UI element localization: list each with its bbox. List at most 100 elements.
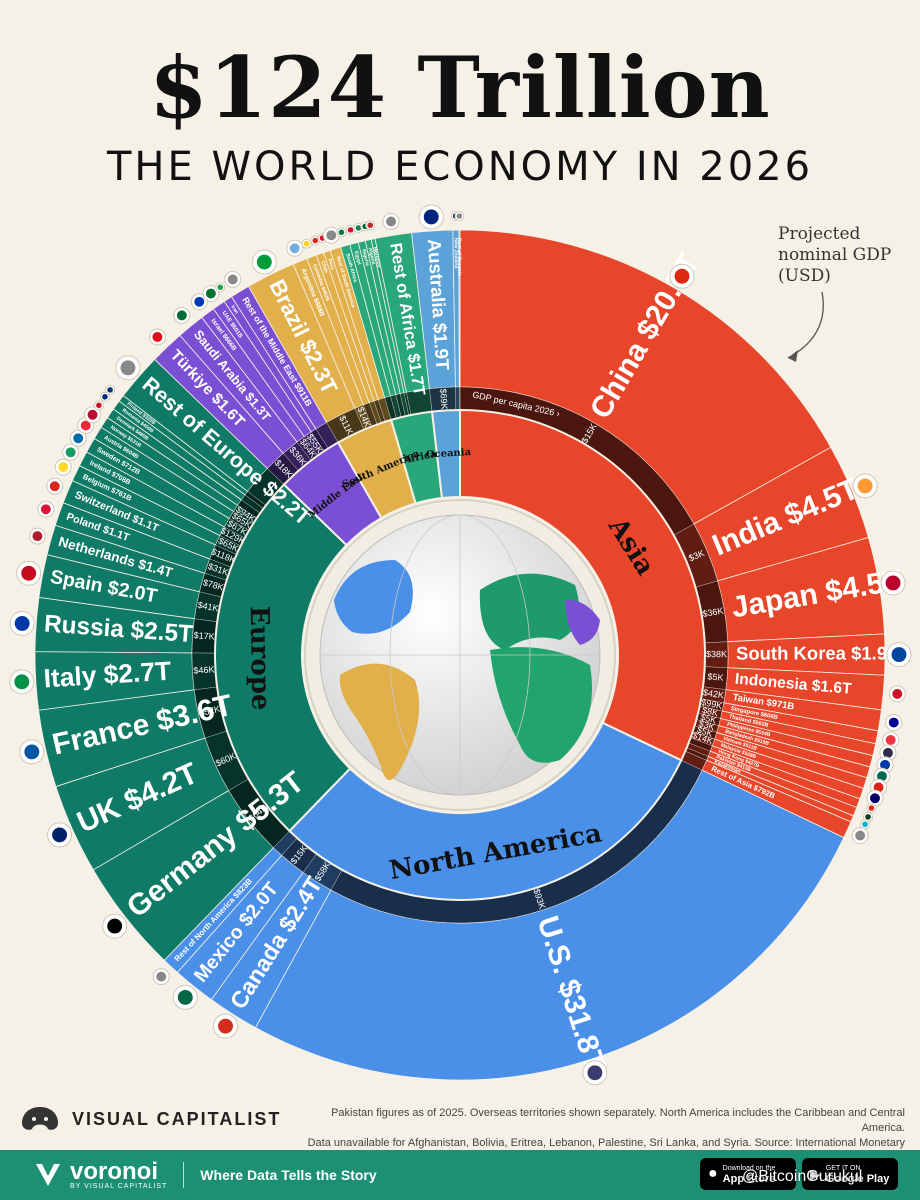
brand-logo: VISUAL CAPITALIST <box>20 1105 281 1133</box>
region-europe <box>214 483 352 833</box>
flag-belgium-icon <box>54 458 72 476</box>
page-title: $124 Trillion <box>149 38 771 137</box>
flag-uk-icon <box>47 822 73 848</box>
footer-divider <box>183 1162 185 1188</box>
flag-finland-icon <box>105 384 116 395</box>
per-capita-label-italy: $46K <box>193 664 215 675</box>
flag-norway-icon <box>84 406 102 424</box>
label-chile: Chile <box>319 260 329 274</box>
app-store-label: App Store <box>722 1173 776 1185</box>
per-capita-label-thailand: $8K <box>701 705 719 718</box>
per-capita-label-spain: $41K <box>197 600 220 614</box>
flag-france-icon <box>19 739 45 765</box>
flag-hong-kong-icon <box>866 803 877 814</box>
per-capita-new-zealand <box>455 386 460 411</box>
country-segments <box>34 229 886 1081</box>
flag-netherlands-icon <box>28 527 46 545</box>
label-iran: Iran <box>229 304 239 315</box>
flag-south-korea-icon <box>886 642 912 668</box>
flag-romania-icon <box>99 391 110 402</box>
app-store-small-label: Download on the <box>722 1165 776 1172</box>
region-oceania <box>430 408 461 500</box>
footnote-line-1: Pakistan figures as of 2025. Overseas te… <box>331 1107 905 1134</box>
per-capita-label-japan: $36K <box>702 606 724 619</box>
flag-taiwan-icon <box>885 714 903 732</box>
label-algeria: Algeria <box>367 247 377 265</box>
note-arrow <box>787 291 824 359</box>
flag-rest-of-south-america-icon <box>322 226 340 244</box>
flag-india-icon <box>852 473 878 499</box>
voronoi-byline: BY VISUAL CAPITALIST <box>70 1182 168 1190</box>
label-rest-of-oceania: Rest of Oceania <box>456 238 462 276</box>
flag-chile-icon <box>310 235 321 246</box>
per-capita-label-taiwan: $42K <box>702 687 724 700</box>
voronoi-name: voronoi <box>70 1157 158 1185</box>
flag-australia-icon <box>418 204 444 230</box>
region-label-europe: Europe <box>244 606 276 711</box>
flag-rest-of-asia-icon <box>851 827 869 845</box>
region-ring <box>214 408 706 901</box>
globe-icon <box>304 499 616 811</box>
flag-spain-icon <box>16 560 42 586</box>
flag-rest-of-the-middle-east-icon <box>224 270 242 288</box>
flag-israel-icon <box>190 293 208 311</box>
label-peru: Peru <box>326 258 335 270</box>
google-play-small-label: GET IT ON <box>825 1165 861 1172</box>
label-south-korea: South Korea $1.9T <box>736 642 899 663</box>
flag-rest-of-africa-icon <box>382 212 400 230</box>
label-new-zealand: New Zealand <box>453 238 459 269</box>
per-capita-label-vietnam: $5K <box>696 725 714 739</box>
flag-italy-icon <box>9 669 35 695</box>
voronoi-logo[interactable]: voronoi BY VISUAL CAPITALIST <box>34 1157 168 1190</box>
flag-icons <box>9 204 912 1086</box>
footer-tagline: Where Data Tells the Story <box>200 1167 377 1183</box>
brand-name: VISUAL CAPITALIST <box>72 1108 282 1129</box>
per-capita-label-indonesia: $5K <box>707 671 724 682</box>
flag-russia-icon <box>9 610 35 636</box>
flag-canada-icon <box>213 1013 239 1039</box>
flag-rest-of-north-america-icon <box>152 968 170 986</box>
per-capita-label-bangladesh: $3K <box>698 718 716 732</box>
flag-denmark-icon <box>93 400 104 411</box>
flag-colombia-icon <box>301 238 312 249</box>
flag-t-rkiye-icon <box>148 328 166 346</box>
page-subtitle: THE WORLD ECONOMY IN 2026 <box>106 144 814 190</box>
flag-morocco-icon <box>365 220 376 231</box>
flag-rest-of-oceania-icon <box>454 211 465 222</box>
app-store-button[interactable]: ● Download on the App Store <box>700 1158 796 1190</box>
flag-argentina-icon <box>286 239 304 257</box>
play-icon: ▶ <box>810 1165 821 1182</box>
watermark: @BitcoinGurukul <box>742 1168 863 1185</box>
flag-poland-icon <box>37 500 55 518</box>
flag-mexico-icon <box>172 984 198 1010</box>
gorilla-logo-icon <box>22 1107 58 1130</box>
flag-u-s-icon <box>582 1060 608 1086</box>
flag-uae-icon <box>202 285 220 303</box>
note-arrow-head <box>788 350 798 362</box>
flag-rest-of-europe-icon <box>115 355 141 381</box>
label-nigeria: Nigeria <box>360 249 370 267</box>
flag-kazakhstan-icon <box>860 819 871 830</box>
label-morocco: Morocco <box>371 246 381 268</box>
flag-ireland-icon <box>62 443 80 461</box>
per-capita-label-philippines: $5K <box>699 712 717 726</box>
flag-south-africa-icon <box>336 227 347 238</box>
google-play-label: Google Play <box>825 1173 890 1185</box>
per-capita-label-australia: $69K <box>438 388 449 410</box>
google-play-button[interactable]: ▶ GET IT ON Google Play <box>802 1158 898 1190</box>
flag-brazil-icon <box>251 249 277 275</box>
per-capita-label-russia: $17K <box>193 630 215 641</box>
flag-japan-icon <box>880 570 906 596</box>
region-asia <box>459 408 706 762</box>
region-north-america <box>288 721 683 901</box>
per-capita-label-south-korea: $38K <box>706 649 727 659</box>
flag-china-icon <box>669 263 695 289</box>
voronoi-v-icon <box>36 1164 60 1186</box>
label-egypt: Egypt <box>353 251 362 266</box>
flag-iran-icon <box>215 282 226 293</box>
flag-indonesia-icon <box>888 685 906 703</box>
per-capita-rest-of-oceania <box>459 386 461 411</box>
apple-icon: ● <box>708 1165 718 1182</box>
flag-switzerland-icon <box>46 477 64 495</box>
